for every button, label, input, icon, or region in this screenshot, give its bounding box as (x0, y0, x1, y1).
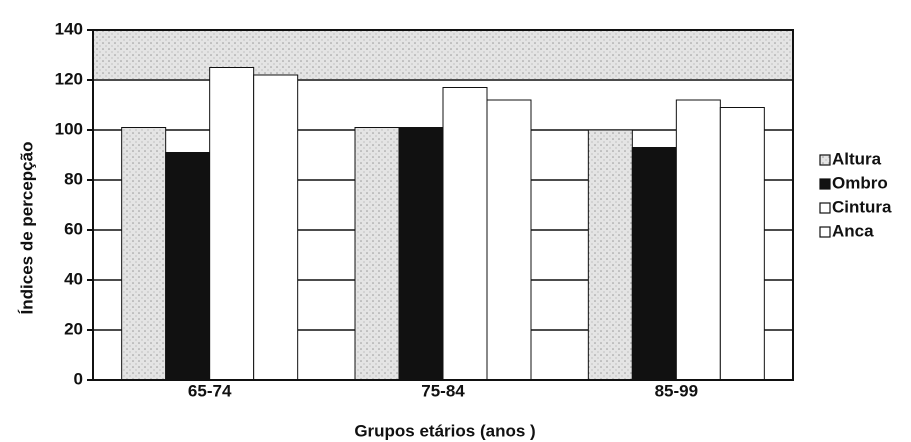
y-tick-label: 80 (64, 169, 83, 188)
legend-label: Anca (832, 221, 874, 240)
legend-swatch (819, 154, 831, 166)
legend-swatch (819, 202, 831, 214)
y-axis-title: Índices de percepção (17, 142, 36, 315)
x-tick-label: 85-99 (655, 381, 698, 400)
bar (442, 87, 488, 381)
legend-label: Altura (832, 149, 882, 168)
bar (253, 74, 299, 381)
y-tick-label: 0 (74, 369, 83, 388)
bar (719, 107, 765, 381)
x-axis-title: Grupos etários (anos ) (354, 421, 535, 440)
bar (121, 127, 167, 381)
bar (631, 147, 677, 381)
bar (587, 129, 633, 381)
legend-label: Ombro (832, 173, 888, 192)
y-tick-label: 140 (55, 19, 83, 38)
legend-swatch (819, 226, 831, 238)
top-band (94, 31, 792, 79)
legend-label: Cintura (832, 197, 892, 216)
bar (486, 99, 532, 381)
x-tick-label: 75-84 (421, 381, 465, 400)
bar (354, 127, 400, 381)
bar (398, 127, 444, 381)
y-tick-label: 40 (64, 269, 83, 288)
y-tick-label: 120 (55, 69, 83, 88)
y-tick-label: 20 (64, 319, 83, 338)
x-tick-label: 65-74 (188, 381, 232, 400)
legend-swatch (819, 178, 831, 190)
bar (165, 152, 211, 381)
bar (675, 99, 721, 381)
y-tick-label: 100 (55, 119, 83, 138)
y-tick-label: 60 (64, 219, 83, 238)
bar (209, 67, 255, 381)
